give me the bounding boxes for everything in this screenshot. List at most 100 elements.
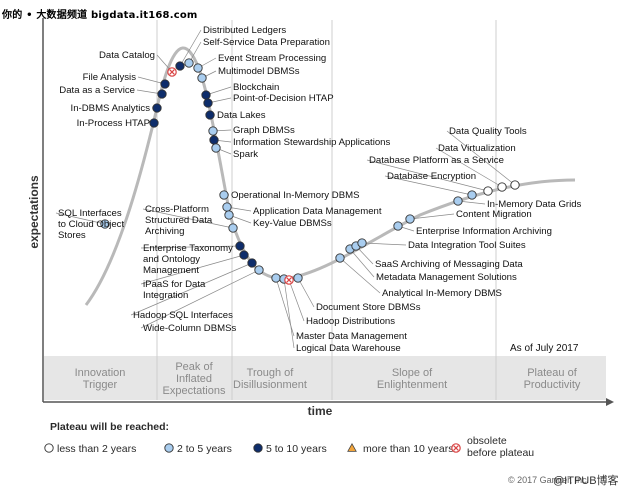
- technology-label: In-Memory Data Grids: [487, 199, 582, 210]
- technology-label: Event Stream Processing: [218, 53, 326, 64]
- leader-line: [361, 242, 407, 246]
- technology-label: Self-Service Data Preparation: [203, 37, 330, 48]
- leader-line: [409, 213, 455, 220]
- technology-marker: [209, 135, 219, 145]
- legend-label: more than 10 years: [363, 443, 453, 455]
- technology-label: Database Platform as a Service: [369, 155, 504, 166]
- leader-line: [283, 278, 295, 349]
- technology-marker: [235, 241, 245, 251]
- technology-label: Enterprise Taxonomy and Ontology Managemen…: [143, 243, 233, 276]
- leader-line: [140, 269, 260, 329]
- technology-marker: [160, 79, 170, 89]
- technology-label: Information Stewardship Applications: [233, 137, 391, 148]
- technology-marker: [184, 58, 194, 68]
- legend-label: 5 to 10 years: [266, 443, 327, 455]
- legend: less than 2 years 2 to 5 years 5 to 10 yea…: [44, 435, 534, 459]
- technology-marker: [175, 61, 185, 71]
- technology-label: Distributed Ledgers: [203, 25, 286, 36]
- technology-marker: [157, 89, 167, 99]
- legend-label: less than 2 years: [57, 443, 136, 455]
- technology-label: Data as a Service: [59, 85, 135, 96]
- technology-marker: [497, 182, 507, 192]
- technology-label: Wide-Column DBMSs: [143, 323, 236, 334]
- technology-label: Master Data Management: [296, 331, 407, 342]
- technology-label: Data Virtualization: [438, 143, 516, 154]
- technology-marker: [335, 253, 345, 263]
- technology-label: File Analysis: [83, 72, 137, 83]
- phase-dividers: [156, 20, 497, 400]
- leader-line: [349, 248, 375, 278]
- x-axis-arrow: [606, 398, 614, 406]
- phase-labels: Innovation Trigger Peak of Inflated Expectat…: [75, 361, 581, 397]
- technology-label: Operational In-Memory DBMS: [231, 190, 360, 201]
- technology-label: Blockchain: [233, 82, 279, 93]
- technology-label: SaaS Archiving of Messaging Data: [375, 259, 523, 270]
- technology-labels: In-Process HTAP In-DBMS Analytics Data as …: [58, 25, 582, 354]
- leader-line: [55, 212, 106, 225]
- leader-line: [140, 254, 245, 285]
- technology-marker: [467, 190, 477, 200]
- technology-marker: [201, 90, 211, 100]
- phase-label: Peak of Inflated Expectations: [163, 361, 226, 397]
- technology-marker: [222, 202, 232, 212]
- technology-marker: [483, 186, 493, 196]
- y-axis-title: expectations: [27, 175, 41, 249]
- phase-label: Plateau of Productivity: [524, 367, 581, 391]
- technology-marker: [405, 214, 415, 224]
- phase-label: Slope of Enlightenment: [377, 367, 447, 391]
- technology-label: Data Integration Tool Suites: [408, 240, 526, 251]
- technology-marker: [510, 180, 520, 190]
- gt10-marker: [347, 442, 357, 452]
- technology-marker: [219, 190, 229, 200]
- technology-label: Logical Data Warehouse: [296, 343, 401, 354]
- technology-label: Document Store DBMSs: [316, 302, 421, 313]
- leader-line: [435, 147, 503, 188]
- phase-band: [44, 356, 606, 400]
- technology-marker: [393, 221, 403, 231]
- leader-line: [384, 175, 473, 196]
- leader-line: [288, 279, 305, 322]
- technology-marker: [164, 443, 174, 453]
- technology-label: Key-Value DBMSs: [253, 218, 332, 229]
- technology-label: iPaaS for Data Integration: [143, 279, 206, 301]
- leader-line: [130, 262, 253, 316]
- technology-label: Data Quality Tools: [449, 126, 527, 137]
- copyright-text: © 2017 Gartner, Inc.: [508, 475, 589, 485]
- technology-marker: [224, 210, 234, 220]
- technology-label: Application Data Management: [253, 206, 382, 217]
- technology-marker: [203, 98, 213, 108]
- obsolete-marker-cross: [169, 69, 175, 75]
- technology-marker: [208, 126, 218, 136]
- obsolete-marker-cross: [286, 277, 292, 283]
- technology-label: Data Lakes: [217, 110, 266, 121]
- technology-marker: [205, 110, 215, 120]
- leader-line: [339, 257, 381, 294]
- technology-label: Multimodel DBMSs: [218, 66, 300, 77]
- technology-label: In-Process HTAP: [77, 118, 150, 129]
- technology-label: Metadata Management Solutions: [376, 272, 517, 283]
- technology-marker: [100, 219, 110, 229]
- leader-line: [446, 130, 516, 186]
- technology-marker: [152, 103, 162, 113]
- technology-marker: [357, 238, 367, 248]
- technology-label: In-DBMS Analytics: [71, 103, 151, 114]
- as-of-date: As of July 2017: [510, 343, 579, 354]
- obsolete-marker-cross: [453, 445, 459, 451]
- watermark-text: @ITPUB博客: [553, 473, 619, 487]
- technology-marker: [149, 118, 159, 128]
- technology-marker: [253, 443, 263, 453]
- technology-label: Analytical In-Memory DBMS: [382, 288, 502, 299]
- technology-label: Hadoop SQL Interfaces: [133, 310, 233, 321]
- technology-marker: [247, 258, 257, 268]
- technology-marker: [453, 196, 463, 206]
- technology-marker: [293, 273, 303, 283]
- legend-title: Plateau will be reached:: [50, 421, 169, 433]
- technology-label: SQL Interfaces to Cloud Object Stores: [58, 208, 124, 241]
- technology-marker: [44, 443, 54, 453]
- site-banner: 你的 • 大数据频道 bigdata.it168.com: [2, 10, 198, 21]
- technology-label: Spark: [233, 149, 258, 160]
- leader-line: [142, 208, 234, 229]
- leader-line: [140, 245, 241, 249]
- legend-label: obsolete before plateau: [467, 435, 534, 459]
